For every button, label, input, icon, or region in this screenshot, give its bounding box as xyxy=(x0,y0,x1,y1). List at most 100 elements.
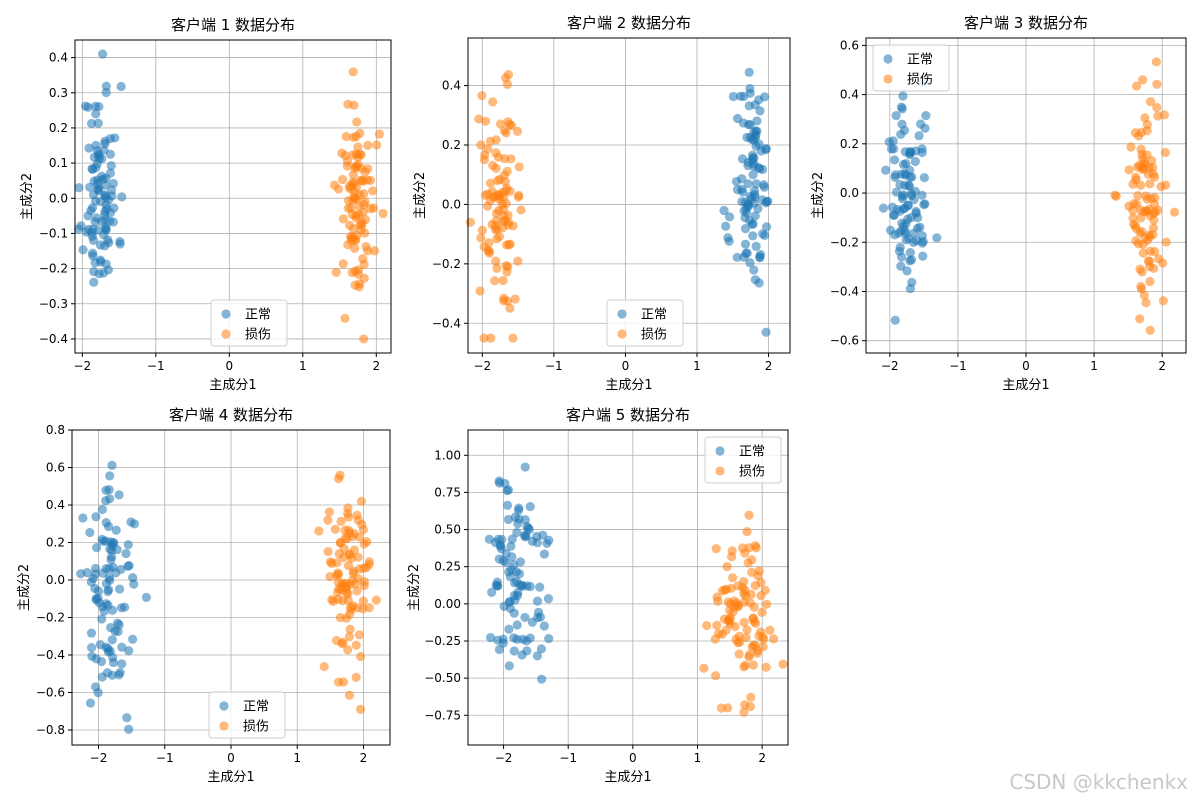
x-tick-label: 0 xyxy=(629,751,637,765)
scatter-point-damage xyxy=(727,546,737,556)
scatter-point-normal xyxy=(95,240,106,250)
scatter-point-damage xyxy=(505,303,515,313)
scatter-point-normal xyxy=(728,91,738,102)
scatter-point-normal xyxy=(117,642,127,652)
scatter-point-damage xyxy=(748,660,759,670)
scatter-point-damage xyxy=(334,473,344,484)
scatter-point-damage xyxy=(488,160,498,171)
scatter-point-normal xyxy=(94,101,104,112)
scatter-point-damage xyxy=(1153,205,1163,215)
x-tick-label: 0 xyxy=(622,359,630,373)
scatter-point-normal xyxy=(914,131,924,141)
scatter-point-normal xyxy=(78,245,88,255)
chart-title: 客户端 5 数据分布 xyxy=(566,406,690,424)
scatter-point-normal xyxy=(112,618,123,628)
scatter-point-damage xyxy=(1130,128,1140,138)
scatter-point-damage xyxy=(364,559,374,570)
scatter-point-normal xyxy=(889,210,899,220)
x-tick-label: 2 xyxy=(372,359,380,373)
scatter-point-normal xyxy=(917,231,927,241)
scatter-point-damage xyxy=(1135,264,1145,274)
legend-marker xyxy=(715,466,725,476)
scatter-point-damage xyxy=(344,609,355,619)
axes-frame xyxy=(467,429,789,746)
scatter-point-normal xyxy=(105,471,115,481)
scatter-point-normal xyxy=(484,534,494,544)
scatter-point-normal xyxy=(741,248,751,258)
scatter-point-damage xyxy=(362,537,372,547)
scatter-point-damage xyxy=(1133,191,1143,201)
scatter-point-normal xyxy=(512,527,522,538)
scatter-point-damage xyxy=(490,276,500,286)
y-tick-label: 0.6 xyxy=(840,38,859,52)
scatter-point-normal xyxy=(738,118,748,128)
y-axis-label: 主成分2 xyxy=(413,172,428,219)
scatter-point-damage xyxy=(1161,237,1171,247)
scatter-point-normal xyxy=(108,178,119,189)
scatter-point-normal xyxy=(518,634,528,644)
scatter-point-damage xyxy=(378,208,388,219)
scatter-point-normal xyxy=(501,557,511,567)
scatter-point-normal xyxy=(492,577,503,587)
scatter-point-damage xyxy=(356,150,366,160)
scatter-point-damage xyxy=(729,596,739,606)
y-tick-label: 0.50 xyxy=(434,523,461,537)
scatter-point-normal xyxy=(750,211,760,221)
scatter-point-normal xyxy=(82,567,92,578)
legend-label: 正常 xyxy=(739,445,765,460)
scatter-point-normal xyxy=(719,205,729,216)
scatter-point-damage xyxy=(738,543,748,553)
scatter-point-normal xyxy=(85,182,95,192)
scatter-point-damage xyxy=(351,672,361,682)
scatter-point-normal xyxy=(918,251,928,261)
scatter-point-damage xyxy=(333,677,344,687)
x-tick-label: 1 xyxy=(694,751,702,765)
scatter-point-normal xyxy=(544,633,554,644)
scatter-point-damage xyxy=(512,126,523,136)
y-tick-label: 0.0 xyxy=(49,191,68,205)
scatter-point-normal xyxy=(74,183,84,193)
scatter-point-damage xyxy=(356,175,366,185)
scatter-point-normal xyxy=(97,534,107,544)
scatter-point-normal xyxy=(748,231,758,241)
scatter-point-damage xyxy=(371,595,381,605)
scatter-point-damage xyxy=(699,663,709,673)
scatter-point-damage xyxy=(765,625,775,635)
scatter-point-normal xyxy=(898,159,909,170)
scatter-point-damage xyxy=(332,558,342,568)
scatter-point-normal xyxy=(110,626,120,636)
scatter-point-damage xyxy=(1142,235,1153,245)
scatter-point-damage xyxy=(490,220,501,231)
scatter-point-normal xyxy=(91,109,101,119)
scatter-point-damage xyxy=(477,225,487,235)
scatter-point-normal xyxy=(97,504,107,515)
scatter-point-damage xyxy=(348,224,359,234)
scatter-point-normal xyxy=(910,156,920,167)
scatter-point-damage xyxy=(768,634,779,644)
scatter-point-normal xyxy=(919,173,929,183)
scatter-point-normal xyxy=(509,608,519,618)
scatter-point-damage xyxy=(484,248,495,258)
scatter-point-damage xyxy=(749,616,759,627)
scatter-point-normal xyxy=(85,527,95,538)
scatter-point-normal xyxy=(881,165,891,175)
scatter-point-normal xyxy=(745,258,755,268)
scatter-point-damage xyxy=(499,293,509,303)
y-tick-label: 0.1 xyxy=(49,156,68,170)
scatter-point-normal xyxy=(128,634,138,644)
scatter-point-normal xyxy=(898,91,908,101)
scatter-point-normal xyxy=(506,541,516,551)
scatter-point-normal xyxy=(90,682,101,692)
scatter-point-normal xyxy=(913,213,923,223)
scatter-point-damage xyxy=(734,649,744,659)
scatter-point-damage xyxy=(349,192,359,202)
scatter-point-normal xyxy=(759,180,769,190)
y-tick-label: −0.75 xyxy=(424,708,461,722)
scatter-point-normal xyxy=(917,238,927,248)
scatter-point-damage xyxy=(338,214,349,224)
scatter-point-normal xyxy=(105,208,115,218)
scatter-point-normal xyxy=(128,573,138,583)
scatter-point-damage xyxy=(744,650,755,660)
